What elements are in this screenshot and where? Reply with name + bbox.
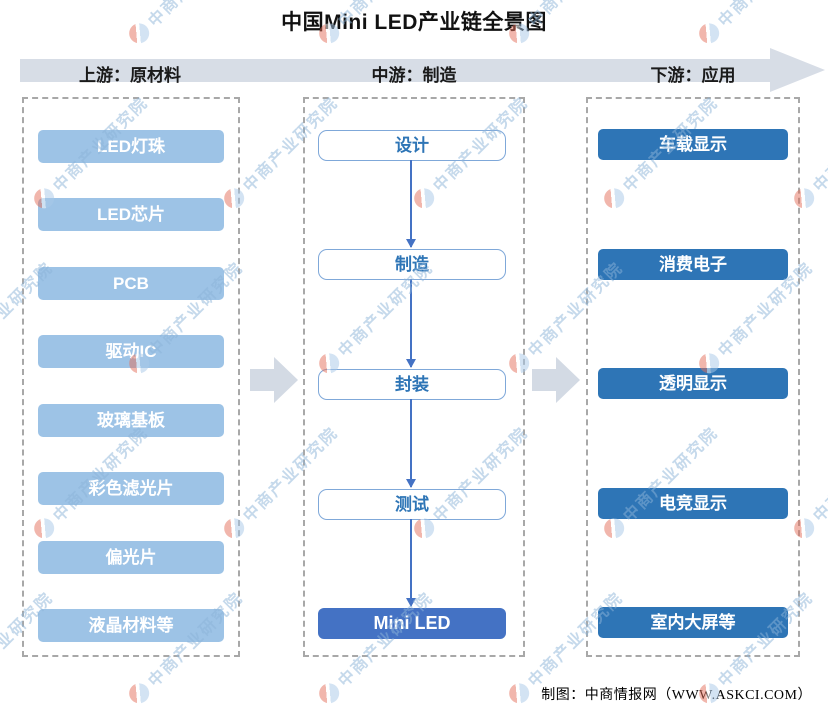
midstream-step: 测试 [318,489,506,520]
final-product-box: Mini LED [318,608,506,639]
upstream-item: LED灯珠 [38,130,224,163]
midstream-step: 制造 [318,249,506,280]
upstream-item: PCB [38,267,224,300]
page-title: 中国Mini LED产业链全景图 [281,11,547,34]
upstream-item: 液晶材料等 [38,609,224,642]
upstream-item: 驱动IC [38,335,224,368]
upstream-panel: LED灯珠 LED芯片 PCB 驱动IC 玻璃基板 彩色滤光片 偏光片 液晶材料… [22,97,240,657]
source-credit: 制图：中商情报网（WWW.ASKCI.COM） [541,688,812,703]
upstream-item: 玻璃基板 [38,404,224,437]
stage-label-midstream: 中游：制造 [371,66,457,85]
upstream-item: LED芯片 [38,198,224,231]
midstream-step: 设计 [318,130,506,161]
stage-header-arrowhead-icon [770,48,825,92]
midstream-step: 封装 [318,369,506,400]
downstream-panel: 车载显示 消费电子 透明显示 电竞显示 室内大屏等 [586,97,800,657]
down-arrow-icon [406,160,416,248]
stage-label-downstream: 下游：应用 [650,66,736,85]
downstream-item: 透明显示 [598,368,788,399]
stage-header-band [20,59,770,82]
downstream-item: 车载显示 [598,129,788,160]
midstream-panel: 设计 制造 封装 测试 Mini LED [303,97,525,657]
down-arrow-icon [406,279,416,368]
downstream-item: 室内大屏等 [598,607,788,638]
upstream-item: 偏光片 [38,541,224,574]
down-arrow-icon [406,399,416,488]
downstream-item: 电竞显示 [598,488,788,519]
downstream-item: 消费电子 [598,249,788,280]
stage-label-upstream: 上游：原材料 [79,66,181,85]
down-arrow-icon [406,519,416,607]
upstream-item: 彩色滤光片 [38,472,224,505]
